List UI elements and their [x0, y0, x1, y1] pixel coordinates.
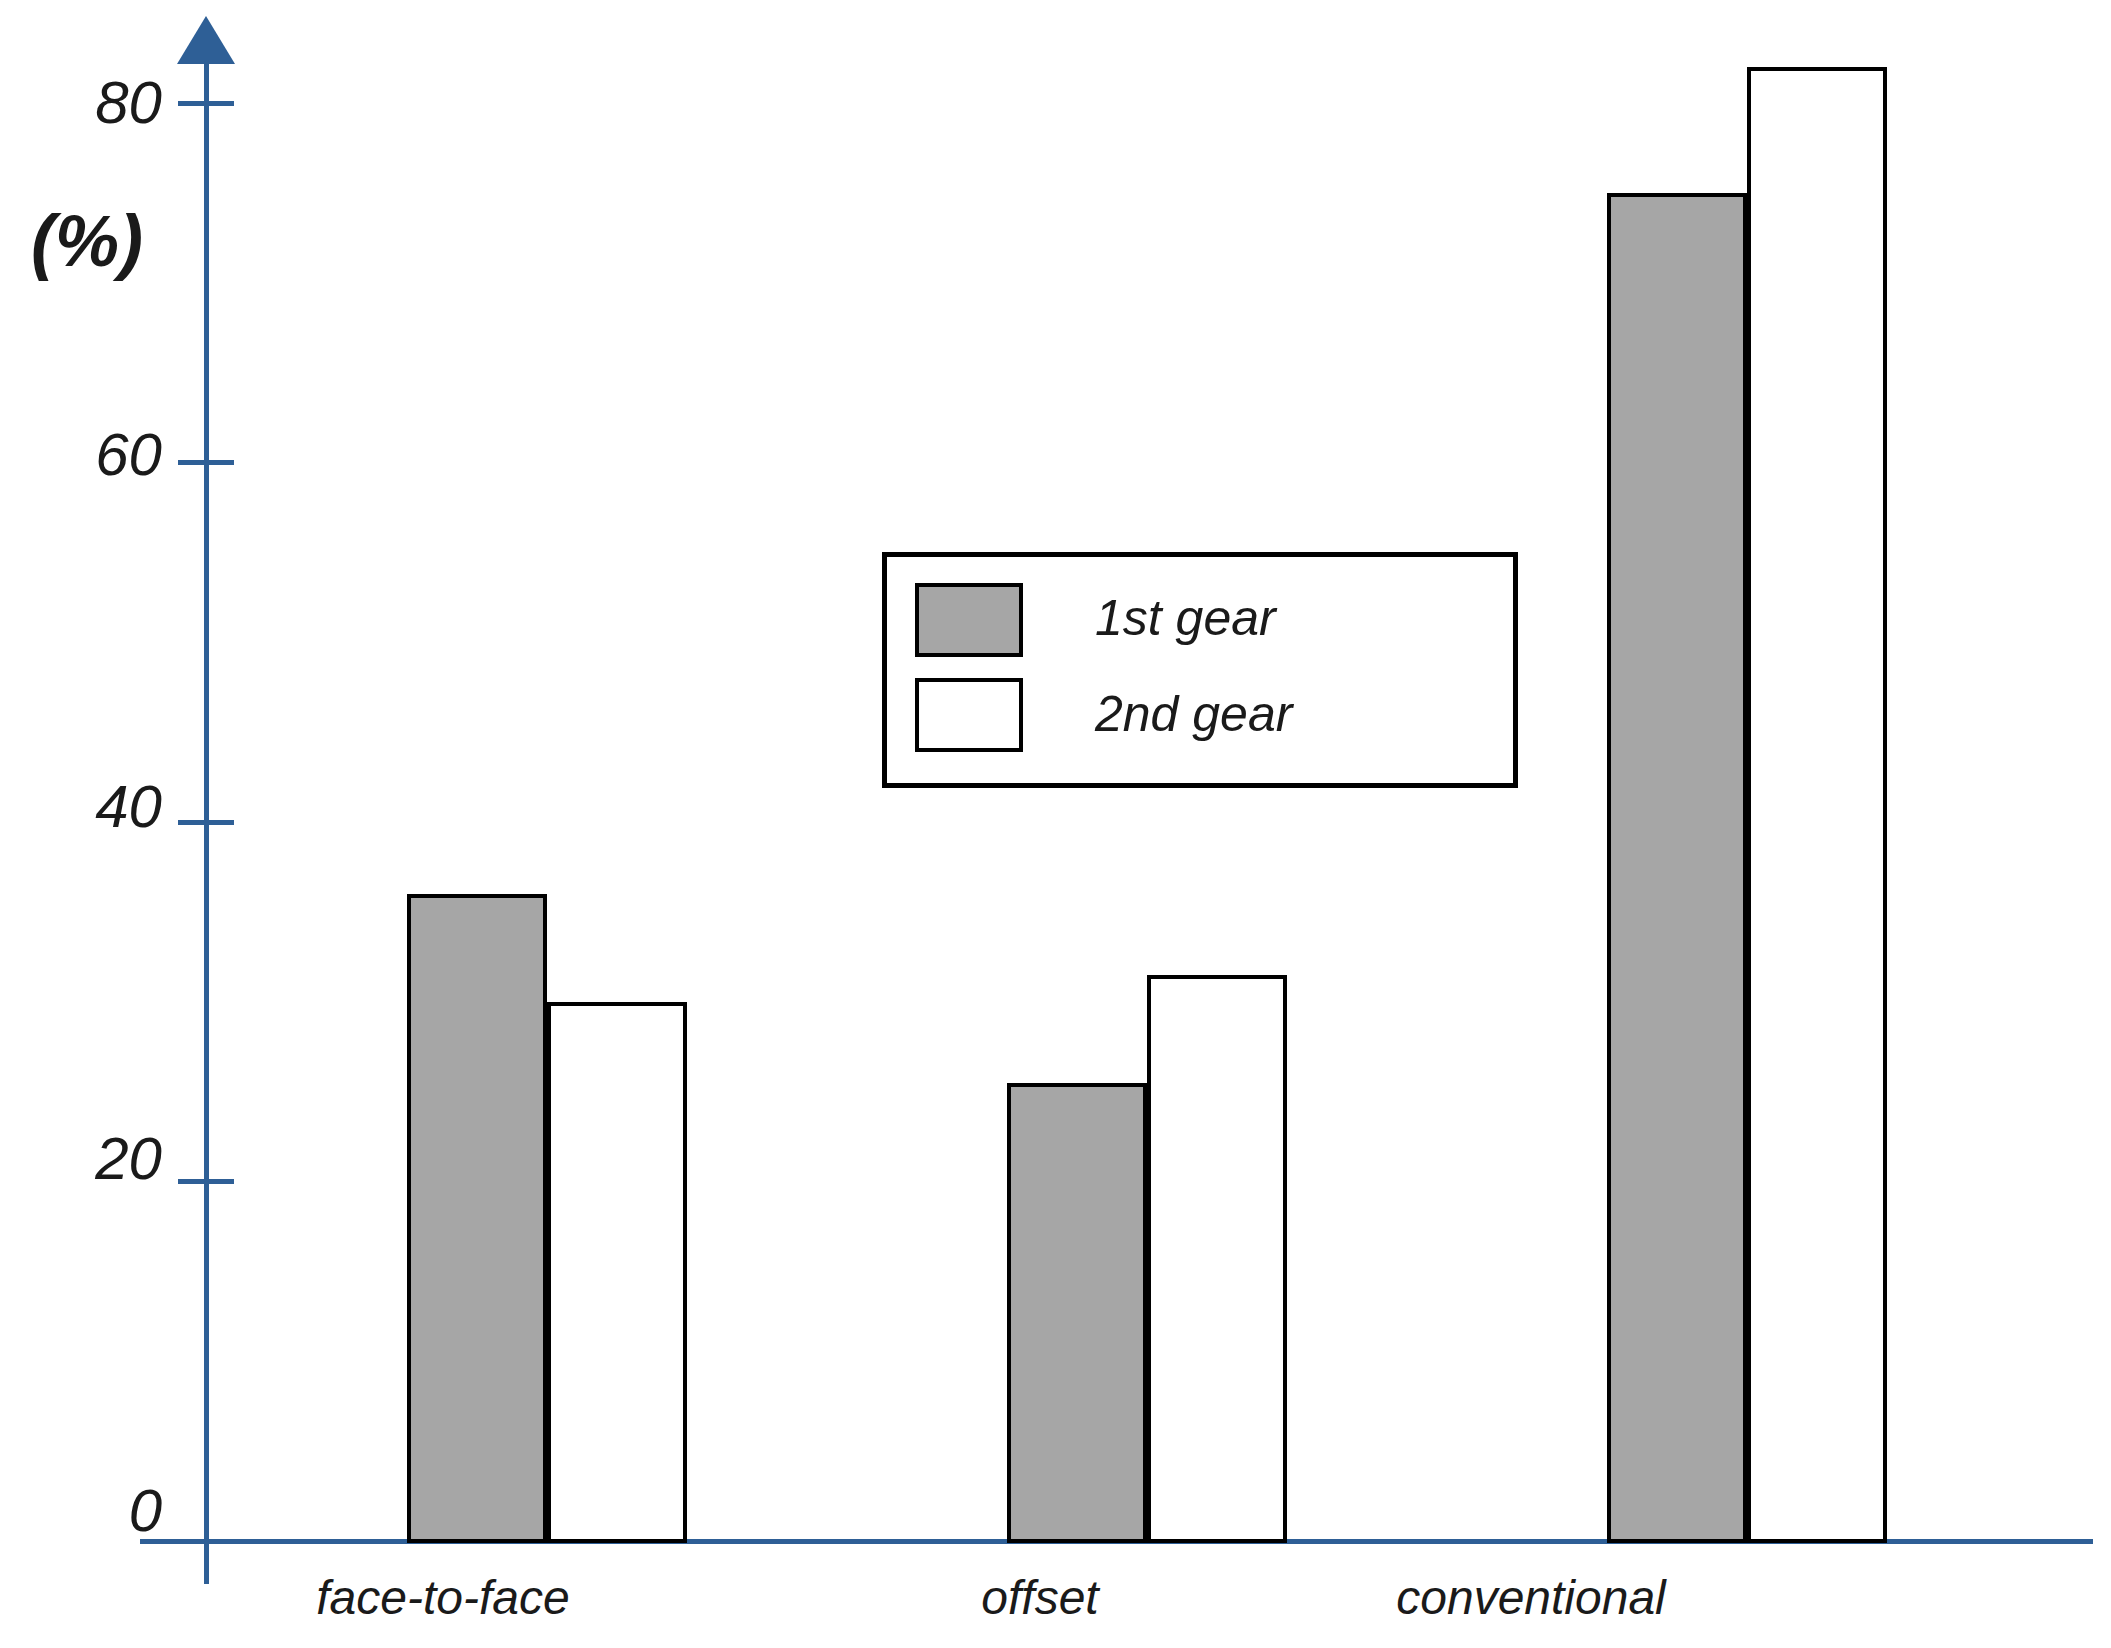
- y-tick-label-60: 60: [20, 425, 162, 485]
- category-label-face-to-face: face-to-face: [316, 1572, 569, 1625]
- category-label-offset: offset: [981, 1572, 1098, 1625]
- y-tick-label-40: 40: [20, 777, 162, 837]
- category-label-conventional: conventional: [1396, 1572, 1666, 1625]
- bar-conventional-2nd-gear: [1747, 67, 1887, 1543]
- y-axis-unit-label: (%): [14, 205, 160, 277]
- legend-label-2nd-gear: 2nd gear: [1095, 689, 1292, 739]
- legend: 1st gear 2nd gear: [882, 552, 1518, 788]
- bar-offset-2nd-gear: [1147, 975, 1287, 1543]
- bar-conventional-1st-gear: [1607, 193, 1747, 1543]
- bar-face-to-face-1st-gear: [407, 894, 547, 1543]
- y-tick-40: [178, 820, 234, 825]
- legend-swatch-1st-gear: [915, 583, 1023, 657]
- y-tick-20: [178, 1179, 234, 1184]
- bar-chart: (%) 0 20 40 60 80 1st gear 2nd gear face-to-…: [0, 0, 2111, 1648]
- bar-offset-1st-gear: [1007, 1083, 1147, 1543]
- legend-swatch-2nd-gear: [915, 678, 1023, 752]
- y-axis: [204, 48, 209, 1584]
- y-tick-60: [178, 460, 234, 465]
- y-tick-80: [178, 101, 234, 106]
- legend-label-1st-gear: 1st gear: [1095, 593, 1276, 643]
- y-tick-label-0: 0: [20, 1481, 162, 1541]
- y-tick-label-80: 80: [20, 73, 162, 133]
- y-tick-label-20: 20: [20, 1129, 162, 1189]
- bar-face-to-face-2nd-gear: [547, 1002, 687, 1543]
